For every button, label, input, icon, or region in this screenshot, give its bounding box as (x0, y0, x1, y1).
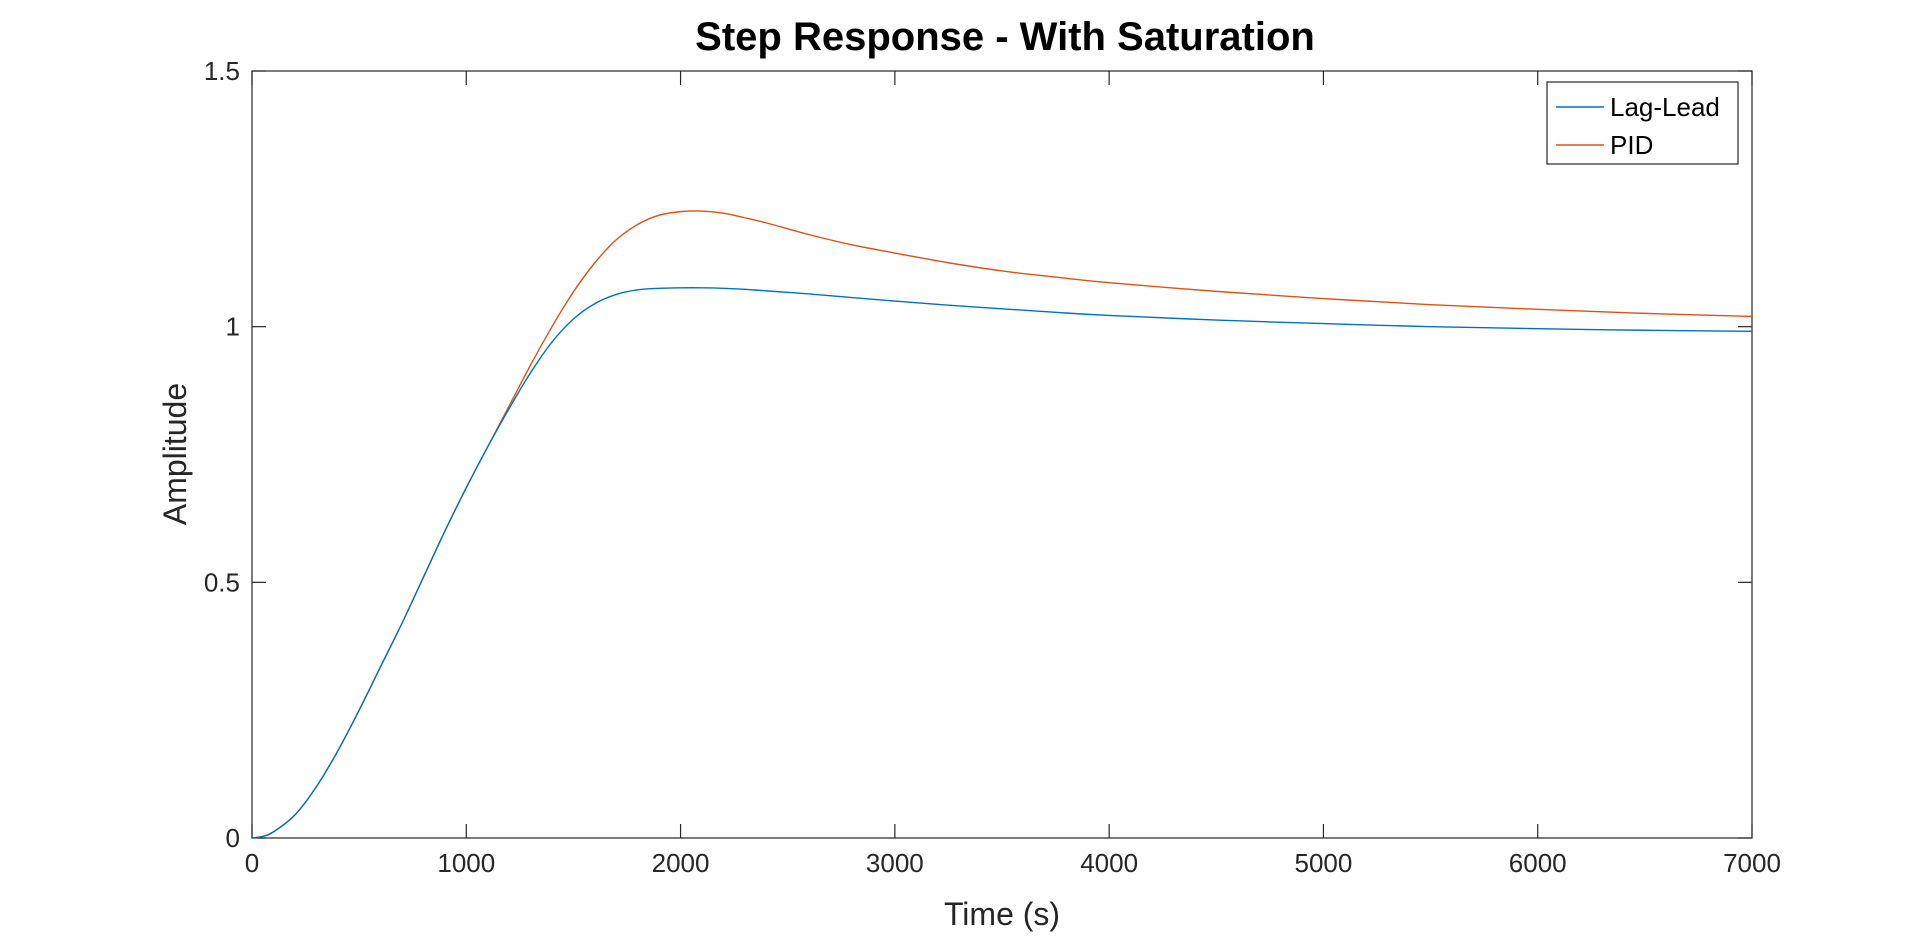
x-tick-label: 7000 (1723, 848, 1781, 878)
y-tick-label: 1.5 (204, 56, 240, 86)
legend-label: Lag-Lead (1610, 92, 1720, 122)
legend-box (1546, 81, 1739, 165)
x-tick-label: 5000 (1295, 848, 1353, 878)
x-tick-label: 2000 (652, 848, 710, 878)
x-tick-label: 1000 (437, 848, 495, 878)
series-line-lag-lead (251, 287, 1753, 839)
axes-box (251, 70, 1753, 839)
chart-title: Step Response - With Saturation (695, 15, 1315, 59)
y-tick-label: 1 (226, 312, 240, 342)
plot-area (251, 70, 1753, 839)
x-tick-label: 0 (245, 848, 259, 878)
y-tick-label: 0.5 (204, 567, 240, 597)
x-axis-label: Time (s) (944, 896, 1060, 932)
series-layer (251, 210, 1753, 839)
axis-ticks: 0 1000 2000 3000 4000 5000 6000 7000 0 0.5 1 1.5 (204, 56, 1781, 878)
legend-label: PID (1610, 130, 1653, 160)
x-tick-label: 6000 (1509, 848, 1567, 878)
y-axis-label: Amplitude (157, 383, 193, 525)
y-tick-label: 0 (226, 823, 240, 853)
legend: Lag-Lead PID (1546, 81, 1739, 165)
x-tick-label: 4000 (1080, 848, 1138, 878)
x-tick-label: 3000 (866, 848, 924, 878)
